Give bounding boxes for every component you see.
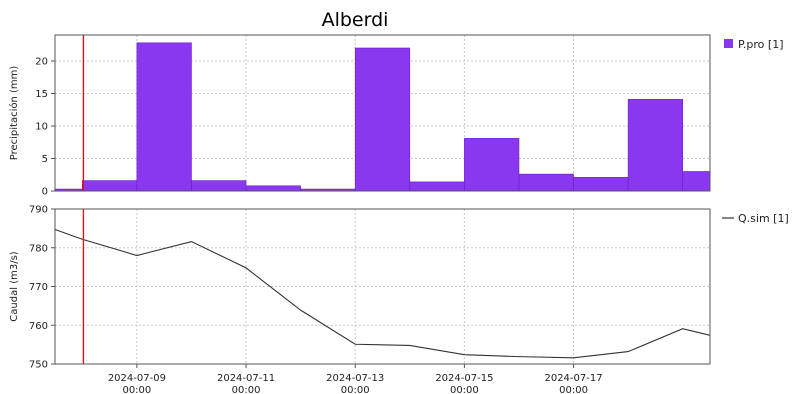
precipitation-panel: 0 5 10 15 20 Precipitación (mm) P.pro [1]	[8, 35, 784, 198]
y-tick-label: 15	[35, 89, 48, 100]
x-tick-label-time: 00:00	[232, 385, 261, 394]
legend-label: P.pro [1]	[738, 38, 784, 51]
y-axis-label: Precipitación (mm)	[8, 66, 20, 161]
y-tick-label: 20	[35, 57, 48, 68]
legend-label: Q.sim [1]	[738, 212, 789, 225]
y-tick-label: 790	[29, 205, 48, 216]
x-axis-labels: 2024-07-0900:002024-07-1100:002024-07-13…	[108, 373, 603, 394]
y-tick-label: 5	[42, 154, 48, 165]
precip-bar	[628, 99, 683, 191]
precip-bar	[683, 172, 710, 192]
x-tick-label-date: 2024-07-17	[544, 373, 602, 384]
precip-bar	[137, 43, 192, 191]
precip-bar	[464, 138, 519, 191]
chart-title: Alberdi	[322, 9, 389, 31]
x-tick-label-date: 2024-07-11	[217, 373, 275, 384]
precip-bar	[82, 181, 137, 191]
legend-swatch	[724, 39, 733, 48]
x-tick-label-time: 00:00	[450, 385, 479, 394]
precip-bar	[246, 186, 301, 191]
precip-bar	[410, 182, 465, 191]
precip-bar	[355, 48, 410, 191]
y-tick-label: 750	[29, 360, 48, 371]
x-tick-label-time: 00:00	[341, 385, 370, 394]
y-tick-label: 760	[29, 321, 48, 332]
y-tick-label: 10	[35, 122, 48, 133]
x-tick-label-time: 00:00	[559, 385, 588, 394]
y-tick-label: 780	[29, 243, 48, 254]
discharge-panel: 750 760 770 780 790 Caudal (m3/s) Q.sim [1]	[9, 205, 789, 371]
y-tick-label: 0	[42, 187, 48, 198]
y-tick-label: 770	[29, 282, 48, 293]
precip-bar	[191, 181, 246, 191]
y-axis-label: Caudal (m3/s)	[9, 251, 20, 321]
x-tick-label-date: 2024-07-09	[108, 373, 166, 384]
x-tick-label-time: 00:00	[122, 385, 151, 394]
precip-bar	[519, 174, 574, 191]
precip-bar	[574, 177, 629, 191]
x-tick-label-date: 2024-07-15	[435, 373, 493, 384]
x-tick-label-date: 2024-07-13	[326, 373, 384, 384]
